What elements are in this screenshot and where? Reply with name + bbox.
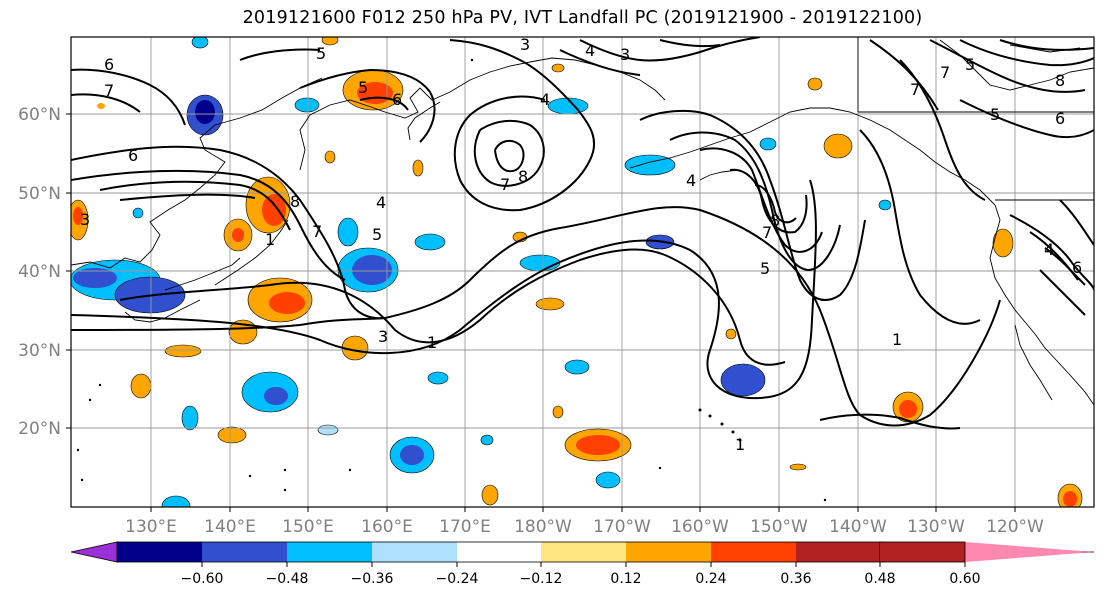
contour-label: 6: [128, 146, 138, 165]
colorbar-extend-min: [70, 541, 118, 563]
colorbar-segment: [287, 542, 372, 562]
contour-label: 8: [770, 211, 780, 230]
contour-label: 7: [312, 222, 322, 241]
contour-label: 5: [990, 105, 1000, 124]
colorbar-segment: [880, 542, 965, 562]
pv-anomaly-shading: [71, 37, 1083, 507]
contour-labels: 6 7 5 3 4 3 6 5 6 8 7 4 5 8 7 4 4 8 7 5 …: [80, 35, 1082, 454]
ivt-contours: [71, 37, 1094, 430]
colorbar-tick-label: −0.48: [266, 571, 309, 587]
map-frame: [70, 36, 1095, 508]
contour-label: 7: [500, 175, 510, 194]
colorbar-segment: [626, 542, 711, 562]
lat-label: 30°N: [18, 341, 61, 361]
colorbar-tick-label: 0.48: [864, 571, 895, 587]
lat-label: 60°N: [18, 105, 61, 125]
contour-label: 6: [1055, 109, 1065, 128]
contour-label: 1: [265, 230, 275, 249]
lon-label: 140°E: [204, 517, 256, 537]
lon-label: 150°W: [750, 517, 808, 537]
contour-label: 7: [940, 63, 950, 82]
contour-label: 1: [892, 330, 902, 349]
colorbar-segment: [202, 542, 287, 562]
contour-label: 4: [585, 41, 595, 60]
lon-label: 170°W: [593, 517, 651, 537]
contour-label: 3: [520, 35, 530, 54]
colorbar-segment: [457, 542, 541, 562]
contour-label: 3: [80, 210, 90, 229]
lon-label: 160°W: [671, 517, 729, 537]
contour-label: 5: [316, 44, 326, 63]
colorbar-tick-label: 0.60: [949, 571, 980, 587]
colorbar-tick-label: −0.36: [351, 571, 394, 587]
lat-label: 40°N: [18, 262, 61, 282]
colorbar-tick-label: −0.24: [436, 571, 479, 587]
colorbar-tick-label: 0.24: [695, 571, 726, 587]
contour-label: 4: [1044, 240, 1054, 259]
contour-label: 4: [540, 90, 550, 109]
lon-label: 120°W: [986, 517, 1044, 537]
colorbar-tick-label: 0.12: [610, 571, 641, 587]
longitude-axis: 130°E 140°E 150°E 160°E 170°E 180°W 170°…: [125, 507, 1044, 537]
colorbar-segment: [711, 542, 796, 562]
islands: [76, 58, 827, 502]
lon-label: 130°W: [907, 517, 965, 537]
contour-label: 6: [392, 90, 402, 109]
colorbar-tick-label: −0.60: [181, 571, 224, 587]
lat-label: 20°N: [18, 419, 61, 439]
contour-label: 4: [686, 171, 696, 190]
colorbar-extend-max-tip: [965, 542, 1094, 562]
colorbar: −0.60 −0.48 −0.36 −0.24 −0.12 0.12 0.24 …: [70, 541, 1095, 587]
map-title: 2019121600 F012 250 hPa PV, IVT Landfall…: [242, 8, 923, 28]
latitude-axis: 20°N 30°N 40°N 50°N 60°N: [18, 105, 71, 439]
colorbar-segment: [541, 542, 626, 562]
map-plot-area: 6 7 5 3 4 3 6 5 6 8 7 4 5 8 7 4 4 8 7 5 …: [71, 35, 1094, 507]
lon-label: 150°E: [282, 517, 334, 537]
contour-label: 5: [372, 225, 382, 244]
lat-label: 50°N: [18, 184, 61, 204]
contour-label: 8: [518, 167, 528, 186]
contour-label: 7: [762, 223, 772, 242]
contour-label: 3: [378, 327, 388, 346]
contour-label: 7: [104, 81, 114, 100]
lon-label: 130°E: [125, 517, 177, 537]
contour-label: 4: [376, 193, 386, 212]
colorbar-tick-label: −0.12: [520, 571, 563, 587]
lon-label: 160°E: [361, 517, 413, 537]
contour-label: 7: [910, 80, 920, 99]
contour-label: 1: [427, 333, 437, 352]
contour-label: 5: [760, 259, 770, 278]
contour-label: 6: [104, 55, 114, 74]
contour-label: 5: [965, 55, 975, 74]
lon-label: 140°W: [829, 517, 887, 537]
colorbar-segment: [796, 542, 880, 562]
coastlines: [71, 37, 1094, 406]
contour-label: 8: [290, 192, 300, 211]
colorbar-tick-label: 0.36: [780, 571, 811, 587]
contour-label: 6: [1072, 258, 1082, 277]
lon-label: 170°E: [439, 517, 491, 537]
contour-label: 5: [358, 78, 368, 97]
contour-label: 8: [1055, 71, 1065, 90]
lon-label: 180°W: [514, 517, 572, 537]
colorbar-segment: [117, 542, 202, 562]
colorbar-segment: [372, 542, 457, 562]
graticule: [71, 37, 1094, 507]
contour-label: 3: [620, 45, 630, 64]
contour-label: 1: [735, 435, 745, 454]
